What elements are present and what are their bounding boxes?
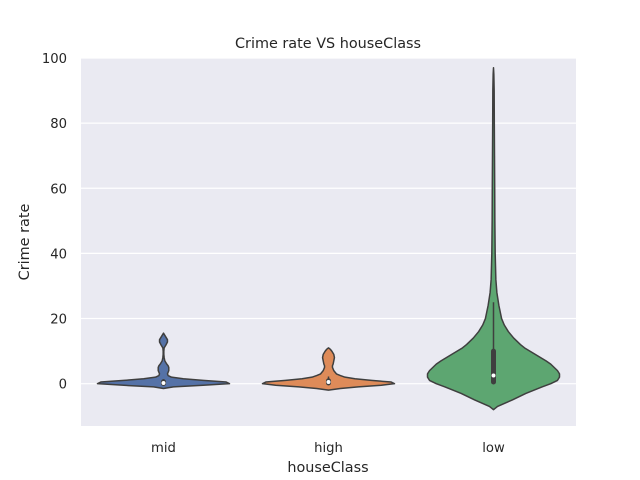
median-marker-low bbox=[490, 372, 497, 379]
x-tick-label: mid bbox=[151, 441, 176, 456]
y-tick-label: 80 bbox=[50, 117, 67, 132]
y-tick-label: 0 bbox=[59, 378, 67, 393]
x-tick-label: low bbox=[482, 441, 505, 456]
x-tick-label: high bbox=[314, 441, 343, 456]
violin-low bbox=[426, 67, 561, 411]
y-axis-label: Crime rate bbox=[17, 204, 33, 281]
violins bbox=[96, 67, 561, 411]
y-ticks: 0 20 40 60 80 100 bbox=[42, 52, 67, 393]
y-tick-label: 20 bbox=[50, 313, 67, 328]
chart-title: Crime rate VS houseClass bbox=[235, 36, 421, 52]
x-axis-label: houseClass bbox=[287, 460, 368, 476]
y-tick-label: 60 bbox=[50, 182, 67, 197]
median-marker-mid bbox=[160, 380, 167, 386]
y-tick-label: 40 bbox=[50, 247, 67, 262]
median-marker-high bbox=[325, 379, 332, 385]
violin-high bbox=[261, 347, 396, 391]
x-ticks: mid high low bbox=[151, 441, 505, 456]
y-tick-label: 100 bbox=[42, 52, 67, 67]
violin-mid bbox=[96, 332, 231, 390]
